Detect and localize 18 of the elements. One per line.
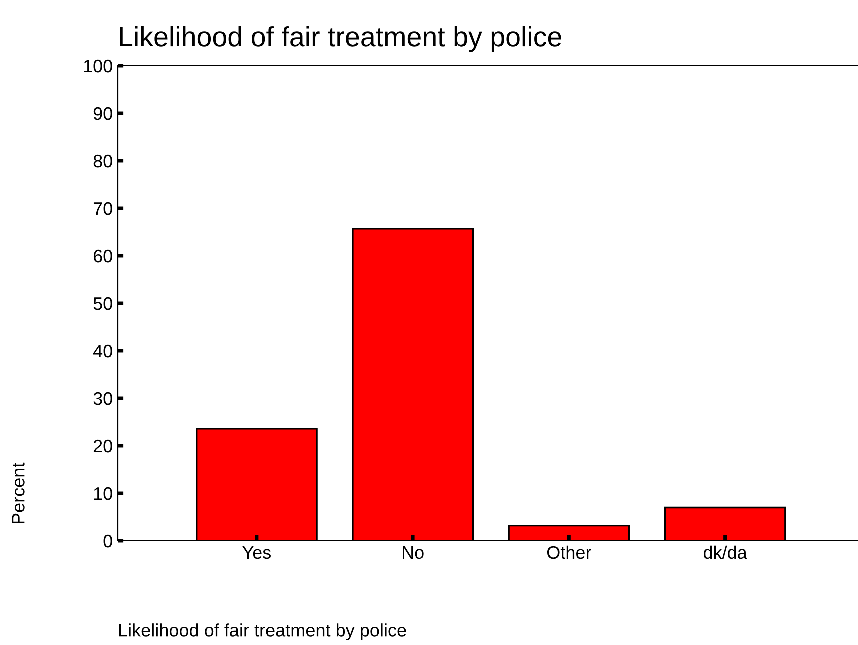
- x-tick-label: dk/da: [704, 546, 748, 560]
- y-tick-label: 50: [94, 297, 112, 310]
- y-tick-label: 60: [94, 250, 112, 263]
- x-tick-label: No: [403, 546, 424, 560]
- x-axis-title: Likelihood of fair treatment by police: [119, 624, 406, 640]
- y-tick-label: 30: [94, 392, 112, 406]
- y-tick-label: 0: [104, 534, 112, 548]
- y-tick-label: 10: [94, 487, 112, 500]
- y-tick-label: 100: [84, 60, 112, 73]
- y-tick-label: 70: [94, 202, 112, 216]
- y-tick-label: 40: [93, 344, 112, 358]
- y-tick-label: 80: [94, 154, 112, 168]
- y-tick-label: 90: [94, 107, 112, 120]
- x-tick-label: Yes: [242, 546, 272, 560]
- x-tick-label: Other: [547, 546, 592, 560]
- y-tick-label: 20: [94, 440, 112, 453]
- chart-title: Likelihood of fair treatment by police: [120, 26, 562, 52]
- y-axis-title: Percent: [12, 462, 25, 524]
